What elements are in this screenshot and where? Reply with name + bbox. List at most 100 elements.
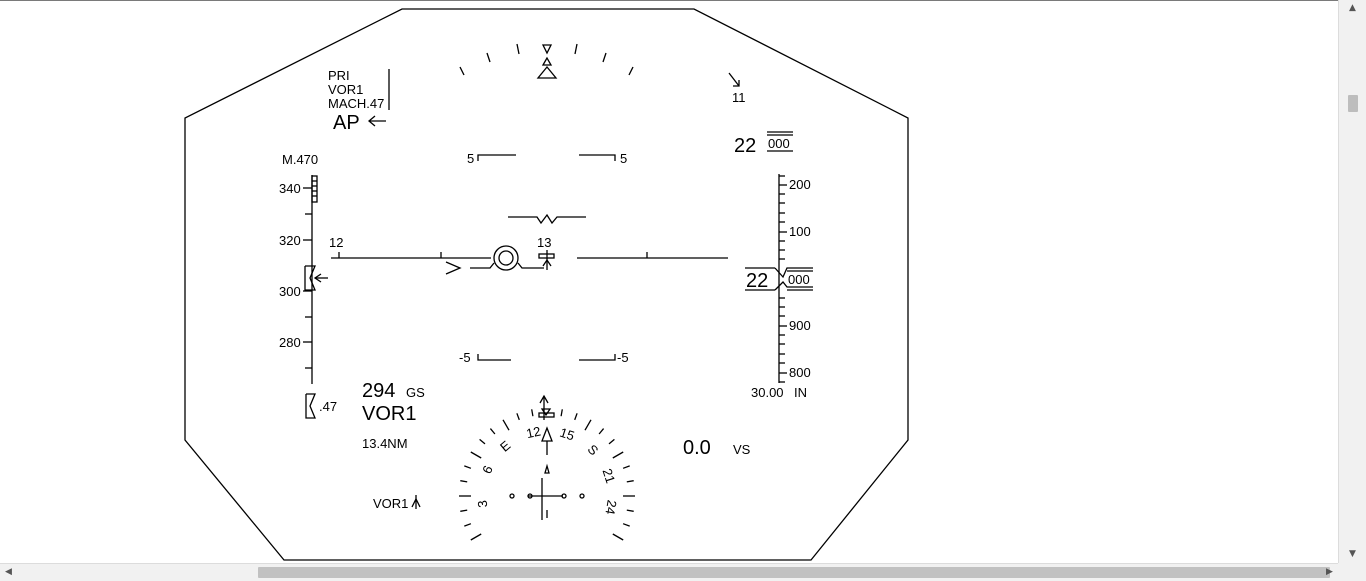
- horizontal-scrollbar[interactable]: ◀ ▶: [0, 563, 1338, 581]
- chevron-right-icon: [445, 261, 462, 275]
- compass-tick: [622, 465, 630, 469]
- vertical-speed-unit: VS: [733, 442, 751, 457]
- bearing-source: VOR1: [373, 496, 408, 511]
- compass-label: 15: [558, 425, 576, 444]
- selected-course-icon: [538, 394, 555, 420]
- altitude-thousands: 000: [788, 272, 810, 287]
- compass-tick: [464, 523, 472, 527]
- compass-label: 3: [475, 499, 491, 508]
- compass-tick: [502, 419, 510, 431]
- triangle-right-icon: ▶: [1326, 567, 1333, 577]
- altitude-label-100: 100: [789, 224, 811, 239]
- guidance-cue: [508, 213, 586, 225]
- mode-annunciator: PRI VOR1 MACH.47 AP: [328, 68, 390, 134]
- compass-tick: [598, 428, 605, 435]
- compass-tick: [470, 533, 482, 541]
- arrow-left-icon: [367, 115, 386, 127]
- baro-unit: IN: [794, 385, 807, 400]
- speed-label-300: 300: [279, 284, 301, 299]
- compass-tick: [622, 523, 630, 527]
- heading-bug-icon: [538, 250, 555, 270]
- altitude-tape: 200 100 900 800: [778, 174, 811, 383]
- triangle-left-icon: ◀: [5, 567, 12, 577]
- scroll-left-button[interactable]: ◀: [0, 564, 17, 581]
- pitch-label-up-left: 5: [467, 151, 474, 166]
- compass-tick: [584, 419, 592, 431]
- roll-index-icon: [541, 44, 553, 55]
- compass-tick: [479, 438, 486, 445]
- hud-frame: [184, 8, 909, 561]
- triangle-up-icon: ▲: [1349, 3, 1356, 13]
- pitch-label-up-right: 5: [620, 151, 627, 166]
- compass-tick: [464, 465, 472, 469]
- compass-tick: [612, 451, 624, 459]
- compass-tick: [612, 533, 624, 541]
- airspeed-tape: 340 320 300 280: [279, 175, 328, 384]
- nav-source: VOR1: [362, 403, 416, 425]
- speed-pointer-icon: [313, 273, 328, 283]
- selected-altitude-thousands: 000: [768, 136, 790, 151]
- altitude-label-200: 200: [789, 177, 811, 192]
- selected-altitude-hundreds: 22: [734, 135, 756, 157]
- scroll-down-button[interactable]: ▼: [1339, 546, 1366, 563]
- compass-tick: [516, 413, 520, 421]
- compass-tick: [460, 480, 468, 483]
- speed-bug-lower-icon: [305, 393, 316, 419]
- roll-scale: [459, 43, 634, 79]
- speed-label-320: 320: [279, 233, 301, 248]
- horizon-line: 12 13: [329, 235, 728, 275]
- wind-indicator: 11: [728, 72, 746, 105]
- altitude-readout: 22 000: [745, 267, 813, 292]
- compass-tick: [460, 509, 468, 512]
- compass-label: 12: [525, 424, 542, 442]
- selected-altitude: 22 000: [734, 131, 793, 157]
- vertical-scroll-thumb[interactable]: [1348, 95, 1358, 112]
- to-from-indicator-icon: [544, 463, 550, 474]
- compass-tick: [531, 409, 534, 417]
- scrollbar-corner: [1338, 563, 1366, 581]
- pitch-scale: 5 5 -5 -5: [459, 151, 629, 365]
- compass-tick: [608, 438, 615, 445]
- horizon-heading-13: 13: [537, 235, 551, 250]
- compass-label: E: [497, 437, 514, 454]
- compass-tick: [560, 409, 563, 417]
- top-border: [0, 0, 1338, 1]
- ground-speed-value: 294: [362, 380, 395, 402]
- mach-readout: M.470: [282, 152, 318, 167]
- pitch-label-down-left: -5: [459, 350, 471, 365]
- pitch-label-down-right: -5: [617, 350, 629, 365]
- compass-tick: [489, 428, 496, 435]
- altitude-hundreds: 22: [746, 270, 768, 292]
- speed-label-280: 280: [279, 335, 301, 350]
- compass-tick: [470, 451, 482, 459]
- altitude-label-900: 900: [789, 318, 811, 333]
- speed-bug-value: .47: [319, 399, 337, 414]
- flight-path-vector-icon: [470, 245, 544, 271]
- nav-distance: 13.4NM: [362, 436, 408, 451]
- scroll-up-button[interactable]: ▲: [1339, 0, 1366, 17]
- scroll-right-button[interactable]: ▶: [1321, 564, 1338, 581]
- lubber-line-icon: [541, 426, 553, 442]
- course-deviation-bar: [509, 478, 585, 520]
- mode-pri: PRI: [328, 68, 350, 83]
- bearing-pointer-icon: [411, 495, 421, 509]
- baro-setting: 30.00 IN: [751, 385, 807, 400]
- slip-indicator-icon: [536, 65, 558, 79]
- roll-pointer-icon: [541, 56, 553, 66]
- compass-rose: 3 6E 12 15 S 21 24: [459, 394, 635, 541]
- mode-mach: MACH.47: [328, 96, 384, 111]
- compass-label: 21: [600, 467, 619, 485]
- compass-tick: [626, 480, 634, 483]
- compass-label: S: [585, 442, 602, 459]
- compass-tick: [626, 509, 634, 512]
- horizontal-scroll-thumb[interactable]: [258, 567, 1330, 578]
- wind-arrow-icon: [728, 72, 740, 87]
- horizon-heading-12: 12: [329, 235, 343, 250]
- speed-bug-icon: [304, 265, 316, 291]
- wind-value: 11: [732, 90, 746, 105]
- triangle-down-icon: ▼: [1349, 549, 1356, 559]
- compass-label: 6: [479, 463, 496, 476]
- vertical-scrollbar[interactable]: ▲ ▼: [1338, 0, 1366, 563]
- compass-tick: [574, 413, 578, 421]
- baro-value: 30.00: [751, 385, 784, 400]
